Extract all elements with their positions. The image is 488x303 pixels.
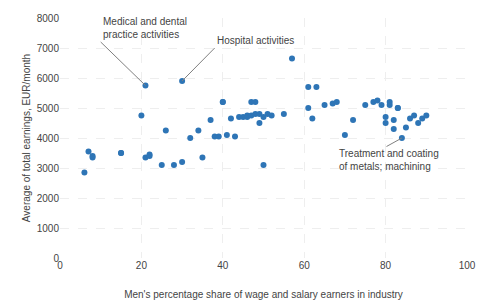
svg-text:0: 0 <box>53 253 59 264</box>
svg-text:80: 80 <box>380 260 392 271</box>
svg-text:60: 60 <box>299 260 311 271</box>
svg-text:Hospital activities: Hospital activities <box>217 35 294 46</box>
svg-text:2000: 2000 <box>37 193 60 204</box>
svg-text:5000: 5000 <box>37 103 60 114</box>
svg-text:Treatment and coatingof metals: Treatment and coatingof metals; machinin… <box>339 148 439 172</box>
svg-text:Average of total earnings, EUR: Average of total earnings, EUR/month <box>21 54 32 222</box>
svg-text:Men's percentage share of wage: Men's percentage share of wage and salar… <box>124 289 403 300</box>
svg-text:0: 0 <box>57 260 63 271</box>
svg-text:8000: 8000 <box>37 13 60 24</box>
svg-text:20: 20 <box>136 260 148 271</box>
svg-text:4000: 4000 <box>37 133 60 144</box>
svg-text:3000: 3000 <box>37 163 60 174</box>
svg-text:1000: 1000 <box>37 223 60 234</box>
svg-text:100: 100 <box>459 260 476 271</box>
svg-text:6000: 6000 <box>37 73 60 84</box>
svg-text:40: 40 <box>217 260 229 271</box>
svg-text:Medical and dentalpractice act: Medical and dentalpractice activities <box>103 16 187 40</box>
svg-text:7000: 7000 <box>37 43 60 54</box>
